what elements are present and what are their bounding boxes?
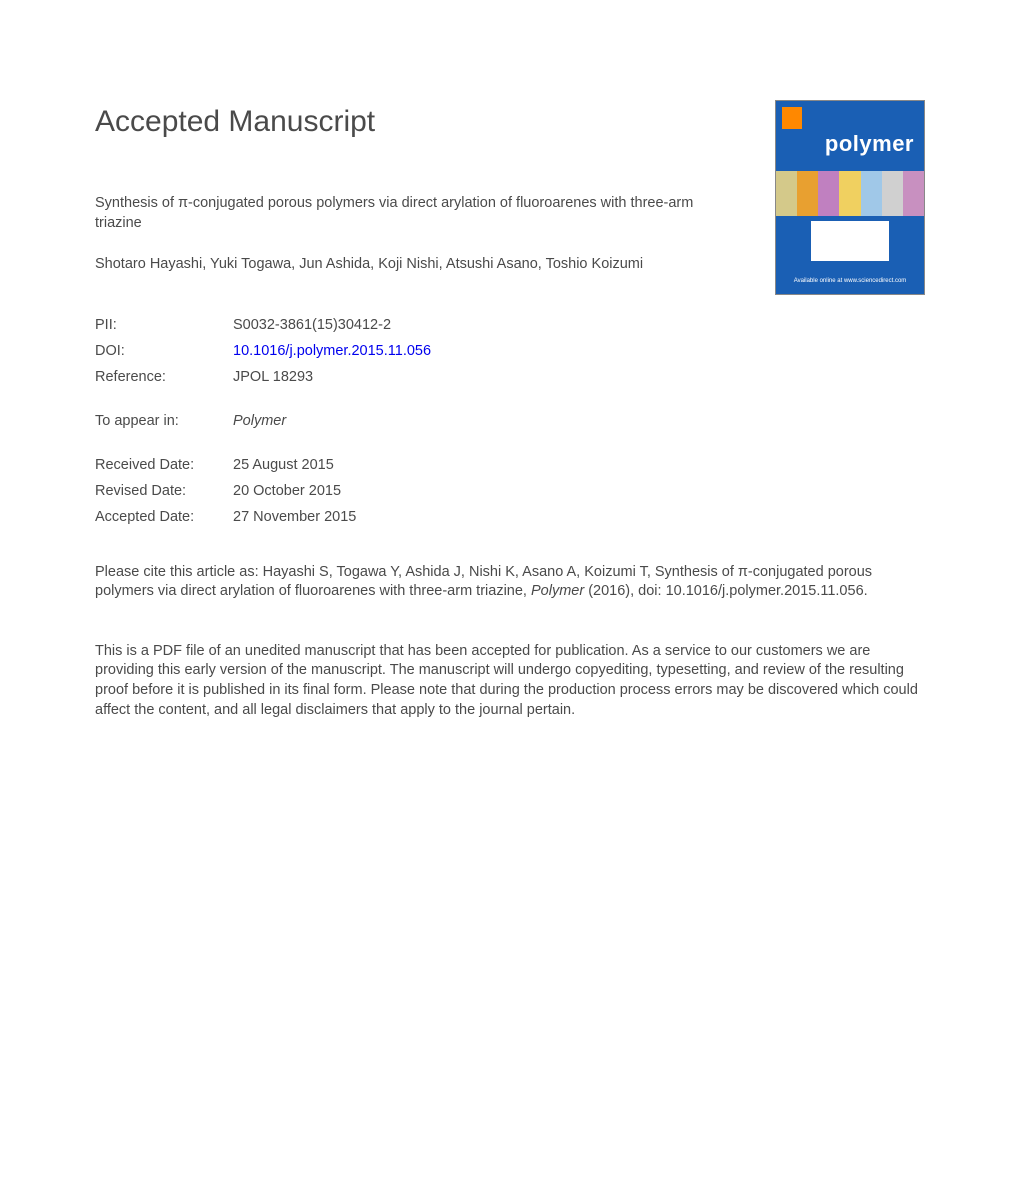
- meta-row-pii: PII: S0032-3861(15)30412-2: [95, 317, 925, 333]
- meta-row-appear: To appear in: Polymer: [95, 413, 925, 429]
- article-title: Synthesis of π-conjugated porous polymer…: [95, 194, 735, 233]
- meta-value: 20 October 2015: [233, 483, 341, 499]
- band-swatch: [861, 171, 882, 216]
- meta-label: Accepted Date:: [95, 509, 233, 525]
- meta-label: Reference:: [95, 369, 233, 385]
- metadata-table: PII: S0032-3861(15)30412-2 DOI: 10.1016/…: [95, 317, 925, 525]
- band-swatch: [776, 171, 797, 216]
- meta-row-revised: Revised Date: 20 October 2015: [95, 483, 925, 499]
- meta-value: S0032-3861(15)30412-2: [233, 317, 391, 333]
- meta-row-reference: Reference: JPOL 18293: [95, 369, 925, 385]
- cover-band: [776, 171, 924, 216]
- meta-label: Revised Date:: [95, 483, 233, 499]
- citation-suffix: (2016), doi: 10.1016/j.polymer.2015.11.0…: [584, 583, 868, 599]
- citation-text: Please cite this article as: Hayashi S, …: [95, 563, 925, 602]
- doi-link[interactable]: 10.1016/j.polymer.2015.11.056: [233, 343, 431, 359]
- meta-row-accepted: Accepted Date: 27 November 2015: [95, 509, 925, 525]
- meta-row-doi: DOI: 10.1016/j.polymer.2015.11.056: [95, 343, 925, 359]
- meta-label: Received Date:: [95, 457, 233, 473]
- meta-label: To appear in:: [95, 413, 233, 429]
- band-swatch: [797, 171, 818, 216]
- disclaimer-text: This is a PDF file of an unedited manusc…: [95, 642, 925, 720]
- meta-row-received: Received Date: 25 August 2015: [95, 457, 925, 473]
- citation-journal: Polymer: [531, 583, 584, 599]
- meta-value: 27 November 2015: [233, 509, 356, 525]
- meta-value: JPOL 18293: [233, 369, 313, 385]
- meta-value: Polymer: [233, 413, 286, 429]
- meta-value: 25 August 2015: [233, 457, 334, 473]
- band-swatch: [882, 171, 903, 216]
- cover-graphic-panel: [811, 221, 889, 261]
- meta-label: PII:: [95, 317, 233, 333]
- cover-footer: Available online at www.sciencedirect.co…: [776, 278, 924, 284]
- author-list: Shotaro Hayashi, Yuki Togawa, Jun Ashida…: [95, 255, 735, 275]
- band-swatch: [839, 171, 860, 216]
- band-swatch: [818, 171, 839, 216]
- journal-name: polymer: [825, 131, 914, 157]
- elsevier-logo-icon: [782, 107, 802, 129]
- journal-cover: polymer Available online at www.scienced…: [775, 100, 925, 295]
- meta-label: DOI:: [95, 343, 233, 359]
- band-swatch: [903, 171, 924, 216]
- manuscript-page: Accepted Manuscript polymer Available on…: [0, 0, 1020, 780]
